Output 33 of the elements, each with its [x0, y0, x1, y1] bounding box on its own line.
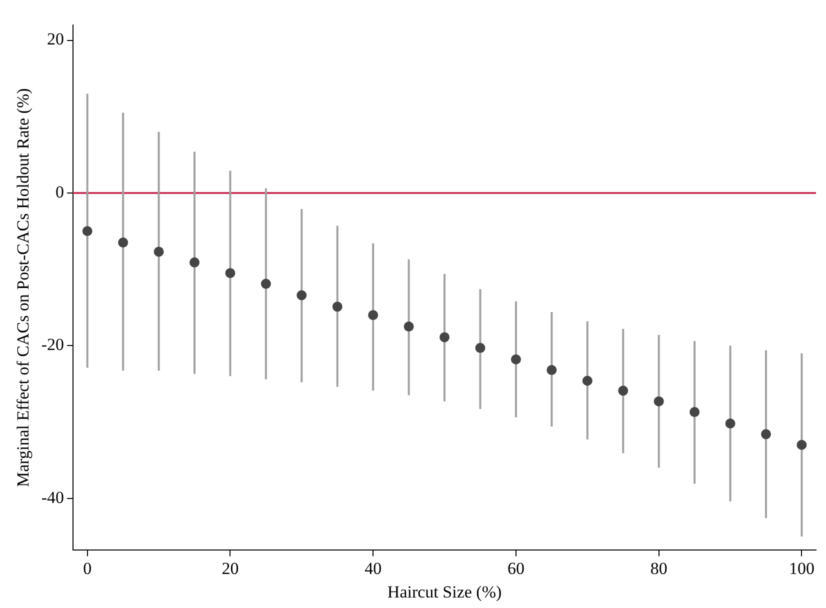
point	[690, 407, 700, 418]
point	[404, 322, 414, 332]
y-tick-label: -20	[41, 335, 64, 354]
y-tick-label: 20	[47, 30, 64, 49]
point	[332, 302, 342, 312]
point	[725, 418, 736, 428]
y-tick-label: 0	[56, 182, 64, 202]
point	[510, 354, 521, 364]
point	[190, 257, 200, 268]
point	[296, 290, 307, 300]
y-axis-title: Marginal Effect of CACs on Post-CACs Holdout Rate (%)	[14, 88, 33, 488]
point	[82, 226, 92, 236]
point	[260, 278, 271, 289]
x-tick-label: 60	[507, 558, 524, 578]
point	[760, 429, 771, 440]
point	[118, 238, 128, 248]
point	[582, 376, 592, 386]
x-tick-label: 80	[650, 558, 668, 578]
point	[225, 268, 236, 278]
point	[154, 246, 164, 257]
point	[368, 310, 378, 320]
x-tick-label: 20	[222, 558, 239, 578]
point	[475, 342, 486, 353]
point	[796, 440, 807, 450]
x-axis-title: Haircut Size (%)	[387, 582, 502, 602]
point	[546, 365, 557, 376]
point	[440, 332, 450, 342]
x-tick-label: 40	[364, 558, 382, 578]
x-tick-label: 100	[788, 558, 814, 578]
point	[618, 386, 628, 396]
y-tick-label: -40	[41, 488, 64, 507]
point	[654, 396, 664, 406]
x-tick-label: 0	[83, 558, 92, 578]
